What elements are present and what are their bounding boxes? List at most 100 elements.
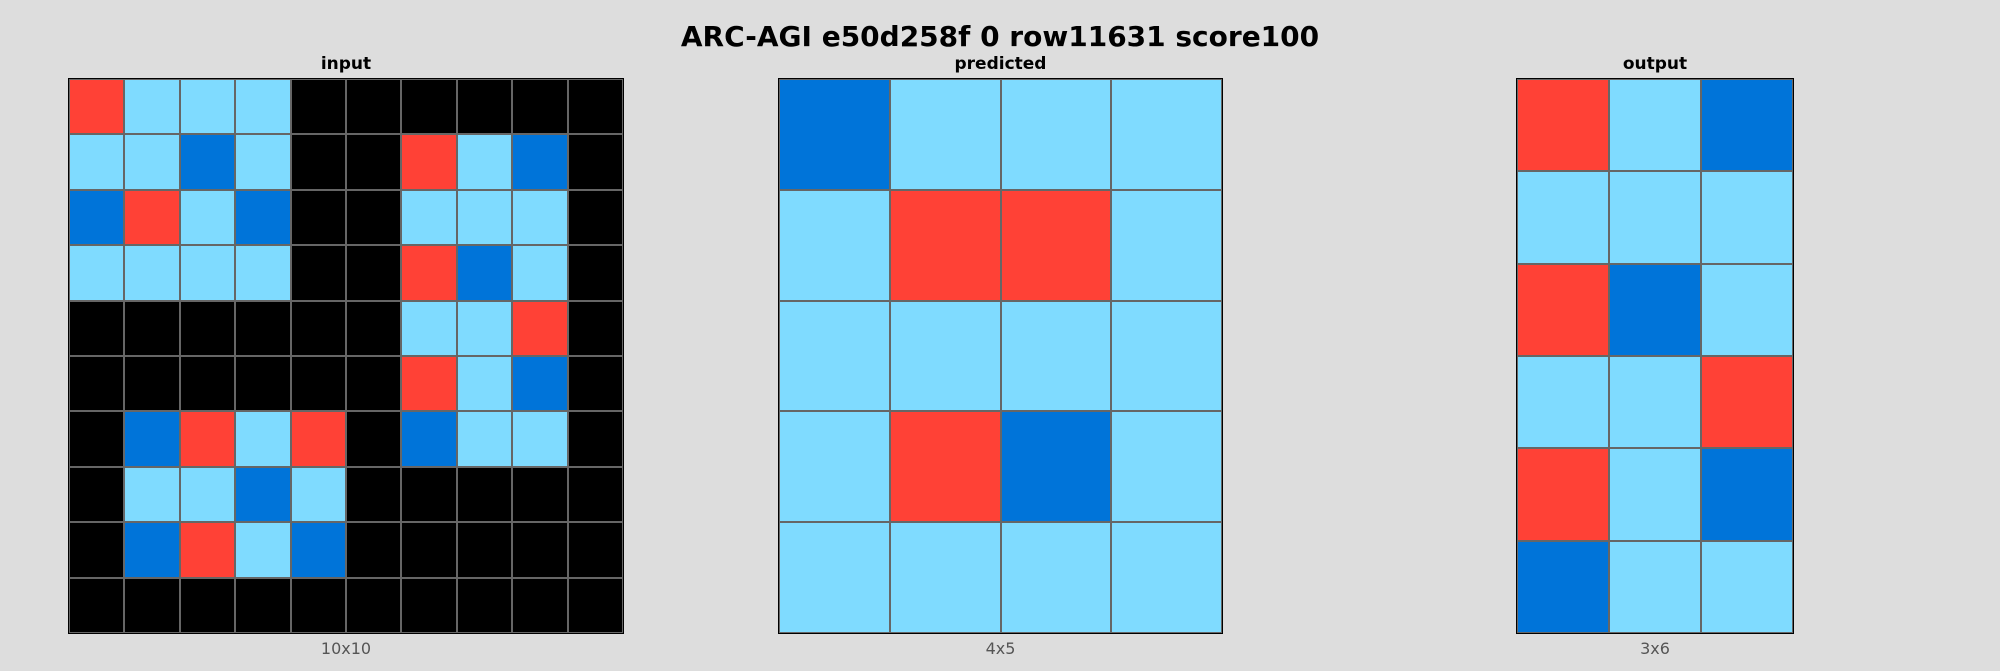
input-cell bbox=[512, 411, 568, 467]
input-cell bbox=[567, 411, 623, 467]
input-cell bbox=[346, 356, 402, 412]
input-cell bbox=[69, 300, 125, 356]
input-cell bbox=[346, 577, 402, 633]
predicted-cell bbox=[1000, 300, 1112, 412]
input-cell bbox=[124, 466, 180, 523]
predicted-cell bbox=[1000, 79, 1112, 190]
input-cell bbox=[567, 245, 623, 301]
input-cell bbox=[346, 189, 402, 246]
input-cell bbox=[346, 411, 402, 467]
input-cell bbox=[456, 411, 513, 467]
predicted-panel-label: predicted bbox=[954, 54, 1047, 74]
input-cell bbox=[69, 577, 125, 633]
input-cell bbox=[401, 134, 457, 190]
input-cell bbox=[124, 411, 180, 467]
predicted-cell bbox=[1000, 411, 1112, 523]
predicted-size-label: 4x5 bbox=[985, 639, 1016, 658]
input-cell bbox=[124, 245, 180, 301]
input-cell bbox=[567, 466, 623, 523]
input-cell bbox=[290, 466, 346, 523]
input-cell bbox=[124, 356, 180, 412]
input-cell bbox=[179, 79, 236, 135]
input-cell bbox=[235, 522, 291, 578]
input-cell bbox=[235, 466, 291, 523]
output-size-label: 3x6 bbox=[1640, 639, 1670, 658]
output-panel-label: output bbox=[1622, 54, 1688, 74]
predicted-grid bbox=[778, 78, 1223, 634]
output-cell bbox=[1517, 79, 1609, 172]
input-cell bbox=[235, 79, 291, 135]
input-cell bbox=[456, 356, 513, 412]
input-cell bbox=[456, 466, 513, 523]
input-cell bbox=[456, 577, 513, 633]
input-cell bbox=[512, 356, 568, 412]
predicted-cell bbox=[889, 522, 1001, 633]
input-cell bbox=[346, 79, 402, 135]
input-cell bbox=[124, 189, 180, 246]
input-cell bbox=[567, 189, 623, 246]
input-cell bbox=[512, 522, 568, 578]
input-cell bbox=[456, 79, 513, 135]
predicted-cell bbox=[1111, 79, 1222, 190]
input-cell bbox=[456, 134, 513, 190]
predicted-cell bbox=[1111, 522, 1222, 633]
input-cell bbox=[235, 577, 291, 633]
input-cell bbox=[290, 577, 346, 633]
input-cell bbox=[179, 300, 236, 356]
predicted-cell bbox=[889, 411, 1001, 523]
input-cell bbox=[69, 466, 125, 523]
input-cell bbox=[512, 245, 568, 301]
input-cell bbox=[512, 79, 568, 135]
input-cell bbox=[124, 577, 180, 633]
input-panel-label: input bbox=[320, 54, 372, 74]
input-cell bbox=[124, 522, 180, 578]
input-cell bbox=[512, 577, 568, 633]
input-panel: input 10x10 bbox=[68, 54, 624, 658]
input-cell bbox=[69, 411, 125, 467]
input-cell bbox=[290, 300, 346, 356]
input-cell bbox=[290, 189, 346, 246]
predicted-cell bbox=[889, 300, 1001, 412]
output-cell bbox=[1609, 448, 1701, 541]
output-cell bbox=[1609, 79, 1701, 172]
input-cell bbox=[290, 356, 346, 412]
predicted-cell bbox=[779, 522, 890, 633]
input-cell bbox=[401, 356, 457, 412]
output-cell bbox=[1609, 540, 1701, 633]
input-cell bbox=[346, 134, 402, 190]
input-cell bbox=[179, 522, 236, 578]
input-cell bbox=[512, 466, 568, 523]
input-cell bbox=[512, 134, 568, 190]
predicted-cell bbox=[779, 189, 890, 301]
input-cell bbox=[401, 79, 457, 135]
input-cell bbox=[290, 245, 346, 301]
input-cell bbox=[69, 134, 125, 190]
input-cell bbox=[124, 300, 180, 356]
predicted-cell bbox=[1000, 522, 1112, 633]
input-cell bbox=[179, 356, 236, 412]
input-cell bbox=[179, 134, 236, 190]
input-cell bbox=[69, 245, 125, 301]
input-cell bbox=[567, 300, 623, 356]
input-cell bbox=[69, 356, 125, 412]
output-cell bbox=[1517, 448, 1609, 541]
input-cell bbox=[235, 245, 291, 301]
input-cell bbox=[235, 189, 291, 246]
input-cell bbox=[235, 134, 291, 190]
predicted-cell bbox=[1000, 189, 1112, 301]
figure-title: ARC-AGI e50d258f 0 row11631 score100 bbox=[680, 20, 1320, 53]
input-cell bbox=[69, 522, 125, 578]
output-cell bbox=[1701, 448, 1793, 541]
predicted-cell bbox=[1111, 189, 1222, 301]
output-cell bbox=[1609, 263, 1701, 356]
input-cell bbox=[290, 134, 346, 190]
predicted-cell bbox=[779, 79, 890, 190]
input-cell bbox=[567, 356, 623, 412]
input-cell bbox=[401, 466, 457, 523]
output-cell bbox=[1517, 171, 1609, 264]
input-cell bbox=[179, 411, 236, 467]
output-cell bbox=[1701, 171, 1793, 264]
input-cell bbox=[456, 189, 513, 246]
input-cell bbox=[290, 522, 346, 578]
output-cell bbox=[1609, 171, 1701, 264]
